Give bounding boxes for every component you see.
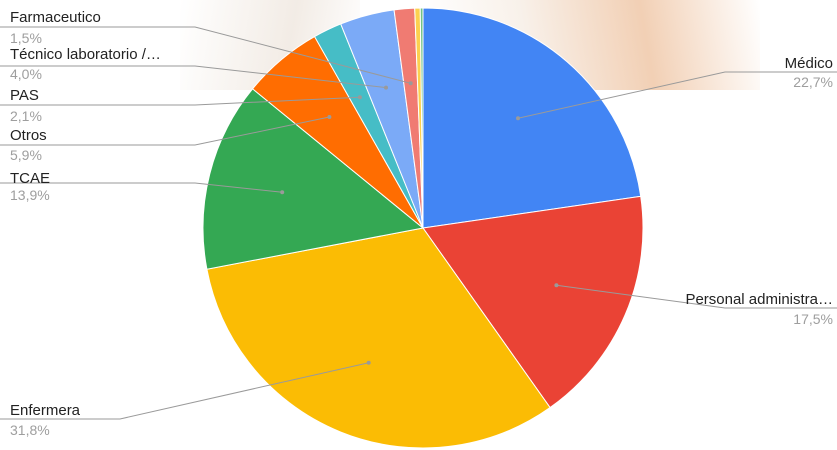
leader-line-farmaceutico — [0, 26, 411, 84]
slice-percent-tecnico-laboratorio: 4,0% — [10, 66, 42, 82]
leader-line-tecnico-laboratorio — [0, 65, 387, 89]
leader-line-otros — [0, 116, 330, 146]
slice-label-personal-administra: Personal administra… — [685, 291, 833, 308]
pie-slices — [202, 7, 644, 449]
pie-slice-personal-administra — [422, 195, 644, 409]
leader-dot-otros — [327, 115, 332, 119]
slice-label-farmaceutico: Farmaceutico — [10, 9, 101, 26]
pie-slice-slice-9 — [419, 7, 424, 229]
slice-percent-personal-administra: 17,5% — [793, 311, 833, 327]
slice-percent-medico: 22,7% — [793, 74, 833, 90]
slice-label-tecnico-laboratorio: Técnico laboratorio /… — [10, 46, 161, 63]
pie-slice-medico — [422, 7, 642, 229]
slice-percent-otros: 5,9% — [10, 147, 42, 163]
pie-slice-tcae — [202, 88, 425, 270]
slice-percent-pas: 2,1% — [10, 108, 42, 124]
slice-label-tcae: TCAE — [10, 170, 50, 187]
slice-label-medico: Médico — [785, 55, 833, 72]
leader-dot-tecnico-laboratorio — [384, 85, 388, 90]
leader-line-medico — [517, 71, 837, 119]
leader-lines — [0, 26, 837, 420]
leader-dot-pas — [357, 95, 362, 100]
slice-label-pas: PAS — [10, 87, 39, 104]
leader-line-tcae — [0, 182, 283, 193]
leader-line-personal-administra — [556, 284, 837, 309]
leader-line-enfermera — [0, 362, 369, 420]
slice-percent-tcae: 13,9% — [10, 187, 50, 203]
pie-slice-enfermera — [206, 227, 551, 449]
leader-line-pas — [0, 96, 360, 106]
leader-dot-farmaceutico — [408, 81, 413, 86]
leader-dot-tcae — [280, 190, 285, 195]
slice-label-otros: Otros — [10, 127, 47, 144]
leader-dot-enfermera — [366, 360, 371, 365]
leader-dot-personal-administra — [554, 283, 559, 288]
slice-percent-enfermera: 31,8% — [10, 422, 50, 438]
leader-dot-medico — [516, 116, 520, 121]
slice-labels: Médico 22,7% Personal administra… 17,5% Enfe… — [10, 9, 833, 438]
slice-label-enfermera: Enfermera — [10, 402, 81, 419]
slice-percent-farmaceutico: 1,5% — [10, 30, 42, 46]
